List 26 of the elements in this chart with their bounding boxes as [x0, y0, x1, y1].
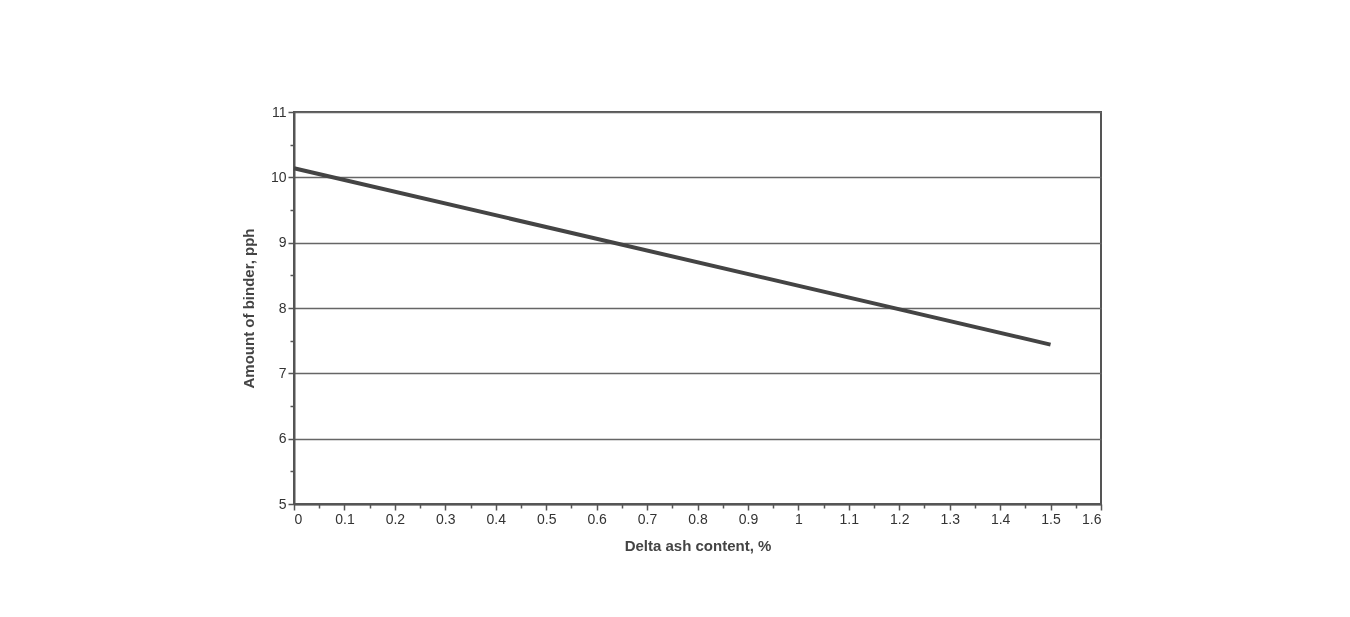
x-tick-label: 0.3 — [436, 510, 456, 527]
x-tick-label: 0.4 — [486, 510, 507, 527]
x-tick-label: 0.8 — [688, 510, 708, 527]
x-tick-label: 0.2 — [385, 510, 406, 527]
x-axis-title: Delta ash content, % — [624, 536, 772, 554]
x-tick-label: 1.6 — [1082, 510, 1102, 527]
y-tick-label: 5 — [278, 495, 287, 512]
x-tick-label: 1.2 — [890, 510, 910, 527]
x-tick-label: 0.1 — [335, 510, 355, 527]
y-axis-title: Amount of binder, pph — [239, 228, 257, 389]
y-tick-label: 6 — [278, 430, 287, 447]
x-tick-label: 0.5 — [536, 510, 557, 527]
x-tick-label: 1 — [794, 510, 803, 527]
y-tick-label: 10 — [270, 168, 287, 185]
x-tick-label: 0.6 — [587, 510, 608, 527]
y-tick-label: 11 — [271, 103, 287, 120]
x-tick-label: 0.7 — [637, 510, 658, 527]
x-tick-label: 1.5 — [1041, 510, 1061, 527]
x-tick-label: 1.3 — [940, 510, 961, 527]
y-tick-label: 8 — [278, 299, 287, 316]
x-tick-label: 0 — [294, 510, 303, 527]
x-tick-label: 1.4 — [990, 510, 1011, 527]
x-tick-label: 1.1 — [839, 510, 860, 527]
x-tick-label: 0.9 — [738, 510, 759, 527]
y-tick-label: 7 — [278, 364, 287, 381]
y-tick-label: 9 — [278, 234, 287, 251]
